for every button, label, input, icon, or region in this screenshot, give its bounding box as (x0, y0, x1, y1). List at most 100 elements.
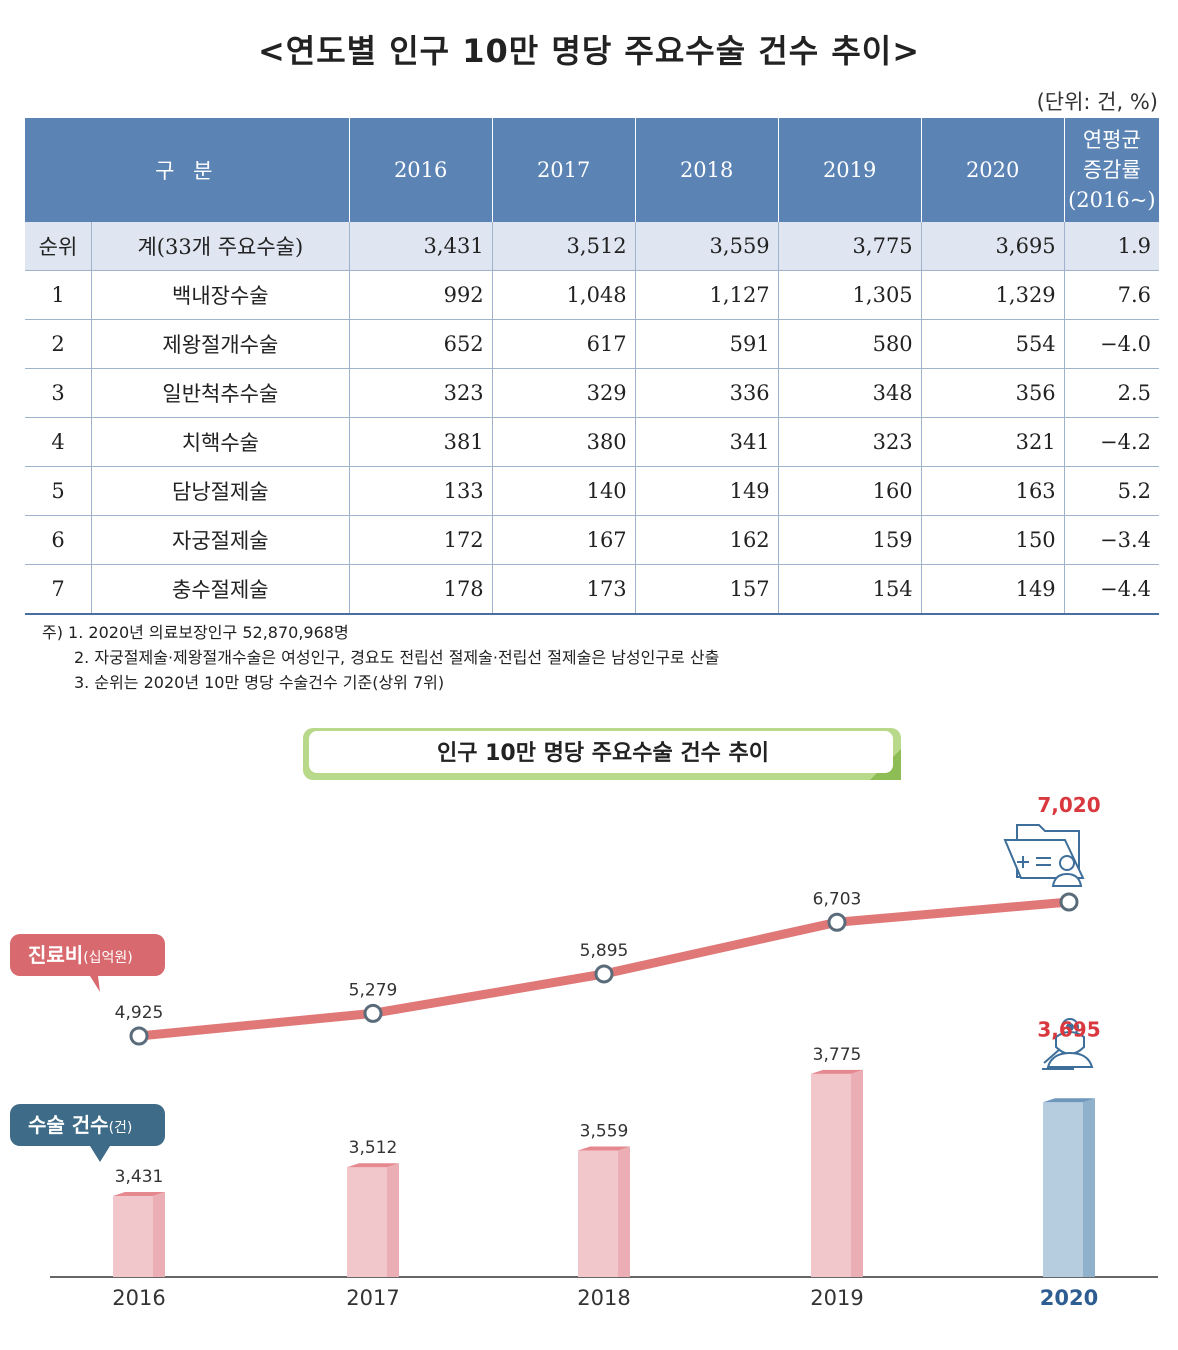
bar-value-label: 3,559 (580, 1122, 629, 1142)
surgery-name-cell: 충수절제술 (91, 564, 350, 615)
avg-cell: −4.0 (1064, 319, 1159, 369)
line-value-label: 4,925 (115, 1003, 164, 1023)
value-cell: 167 (492, 515, 636, 565)
value-cell: 149 (635, 466, 779, 516)
table-row: 1 백내장수술 992 1,048 1,127 1,305 1,329 7.6 (25, 270, 1159, 320)
value-cell: 992 (349, 270, 493, 320)
value-cell: 580 (778, 319, 922, 369)
year-header: 2018 (635, 118, 779, 222)
year-header: 2019 (778, 118, 922, 222)
year-header: 2020 (921, 118, 1065, 222)
bar-front (1043, 1102, 1083, 1277)
chart-title-box: 인구 10만 명당 주요수술 건수 추이 (303, 728, 901, 780)
rank-header-cell: 순위 (25, 222, 92, 271)
bar-front (578, 1150, 618, 1277)
svg-text:수술 건수(건): 수술 건수(건) (28, 1113, 132, 1137)
bar-value-label: 3,775 (813, 1045, 862, 1065)
avg-cell: 2.5 (1064, 368, 1159, 418)
avg-rate-header-line: 증감률 (1082, 158, 1141, 182)
bars-layer: 3,431 3,512 3,559 3,775 3,695 (113, 1017, 1101, 1277)
bar-value-label: 3,695 (1037, 1017, 1100, 1041)
surgery-name-cell: 제왕절개수술 (91, 319, 350, 369)
bar-value-label: 3,512 (349, 1138, 398, 1158)
rank-cell: 6 (25, 515, 92, 565)
bar-top (113, 1191, 165, 1196)
legend-line-series: 진료비(십억원) (10, 934, 165, 992)
bar-side (618, 1146, 630, 1277)
value-cell: 172 (349, 515, 493, 565)
value-cell: 554 (921, 319, 1065, 369)
footnote: 3. 순위는 2020년 10만 명당 수술건수 기준(상위 7위) (74, 673, 445, 692)
rank-cell: 5 (25, 466, 92, 516)
bar-top (811, 1069, 863, 1074)
value-cell: 162 (635, 515, 779, 565)
value-cell: 329 (492, 368, 636, 418)
folder-document-icon (1003, 824, 1085, 887)
value-cell: 178 (349, 564, 493, 615)
value-cell: 652 (349, 319, 493, 369)
value-cell: 591 (635, 319, 779, 369)
legend-line-name: 진료비 (28, 943, 83, 967)
value-cell: 140 (492, 466, 636, 516)
bar-front (113, 1195, 153, 1277)
bar-side (153, 1191, 165, 1277)
avg-cell: −4.2 (1064, 417, 1159, 467)
avg-cell: 7.6 (1064, 270, 1159, 320)
value-cell: 163 (921, 466, 1065, 516)
value-cell: 1,329 (921, 270, 1065, 320)
value-cell: 157 (635, 564, 779, 615)
legend-bar-unit: (건) (109, 1120, 133, 1136)
chart-title: 인구 10만 명당 주요수술 건수 추이 (437, 741, 769, 766)
value-cell: 380 (492, 417, 636, 467)
value-cell: 3,695 (921, 222, 1065, 271)
value-cell: 3,431 (349, 222, 493, 271)
footnote: 주) 1. 2020년 의료보장인구 52,870,968명 (42, 623, 349, 642)
surgery-name-cell: 백내장수술 (91, 270, 350, 320)
bar-front (811, 1073, 851, 1277)
line-point (363, 1003, 383, 1023)
bar-side (387, 1163, 399, 1277)
bar-top (578, 1146, 630, 1151)
bar-top (1043, 1098, 1095, 1103)
surgery-table: 구 분 2016 2017 2018 2019 2020 연평균 증감률 (20… (25, 118, 1159, 615)
avg-cell: 5.2 (1064, 466, 1159, 516)
value-cell: 321 (921, 417, 1065, 467)
surgery-name-cell: 일반척추수술 (91, 368, 350, 418)
footnote: 2. 자궁절제술·제왕절개수술은 여성인구, 경요도 전립선 절제술·전립선 절… (74, 648, 720, 667)
category-header: 구 분 (25, 118, 350, 222)
unit-label: (단위: 건, %) (1036, 90, 1158, 114)
rank-cell: 1 (25, 270, 92, 320)
table-row: 4 치핵수술 381 380 341 323 321 −4.2 (25, 417, 1159, 467)
value-cell: 150 (921, 515, 1065, 565)
avg-cell: −4.4 (1064, 564, 1159, 615)
rank-cell: 4 (25, 417, 92, 467)
table-row: 7 충수절제술 178 173 157 154 149 −4.4 (25, 564, 1159, 615)
year-header: 2016 (349, 118, 493, 222)
value-cell: 160 (778, 466, 922, 516)
bar-top (347, 1163, 399, 1168)
table-row: 3 일반척추수술 323 329 336 348 356 2.5 (25, 368, 1159, 418)
value-cell: 381 (349, 417, 493, 467)
bar-front (347, 1167, 387, 1277)
value-cell: 133 (349, 466, 493, 516)
line-value-label: 7,020 (1037, 793, 1100, 817)
bar: 3,431 (113, 1167, 165, 1277)
rank-cell: 2 (25, 319, 92, 369)
legend-line-badge (10, 934, 165, 992)
avg-cell: −3.4 (1064, 515, 1159, 565)
bar-value-label: 3,431 (115, 1167, 164, 1187)
bar: 3,775 (811, 1045, 863, 1277)
value-cell: 1,048 (492, 270, 636, 320)
legend-bar-name: 수술 건수 (28, 1113, 109, 1137)
line-value-label: 5,279 (349, 980, 398, 1000)
line-point (827, 912, 847, 932)
legend-bar-series: 수술 건수(건) (10, 1104, 165, 1162)
bar-side (1083, 1098, 1095, 1277)
rank-cell: 7 (25, 564, 92, 615)
value-cell: 341 (635, 417, 779, 467)
value-cell: 1,127 (635, 270, 779, 320)
value-cell: 3,512 (492, 222, 636, 271)
avg-rate-header: 연평균 증감률 (2016~) (1064, 118, 1159, 222)
x-tick-label: 2017 (346, 1286, 399, 1310)
surgery-name-cell: 담낭절제술 (91, 466, 350, 516)
